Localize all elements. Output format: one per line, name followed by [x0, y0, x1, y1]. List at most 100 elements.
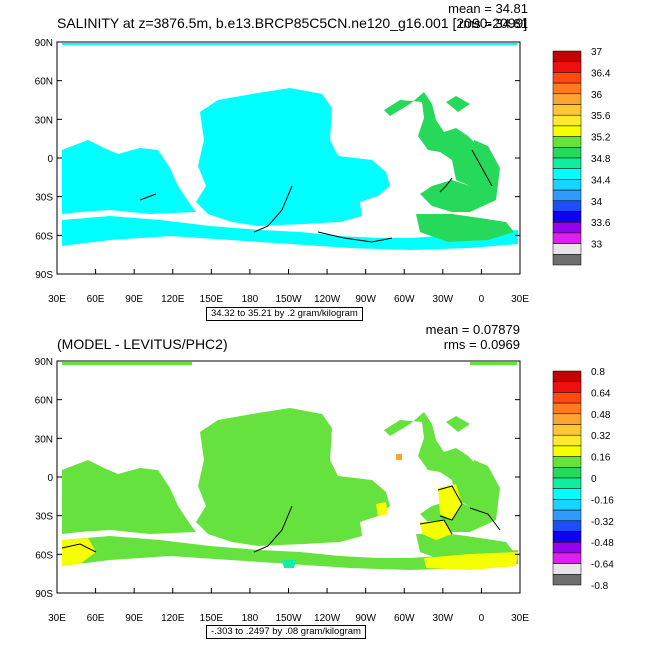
- panel-1-x-tick-label: 30E: [511, 294, 529, 305]
- panel-2-x-tick-label: 180: [242, 613, 259, 624]
- panel-1-field: [62, 43, 518, 250]
- panel-1-x-tick-label: 120W: [314, 294, 341, 305]
- panel-1-colorbar-label: 33.6: [591, 218, 611, 229]
- panel-1-colorbar-label: 34.4: [591, 175, 611, 186]
- panel-1-y-tick-label: 60S: [35, 231, 53, 242]
- panel-1-colorbar-label: 36: [591, 90, 603, 101]
- panel-1-colorbar-box: [552, 125, 582, 137]
- panel-2-colorbar-box: [552, 499, 582, 511]
- panel-1-colorbar-box: [552, 93, 582, 105]
- panel-2-x-tick-label: 120E: [161, 613, 185, 624]
- panel-2-colorbar-box: [552, 531, 582, 543]
- panel-1-colorbar-box: [552, 168, 582, 180]
- panel-2-x-tick-label: 90E: [125, 613, 143, 624]
- panel-1-x-tick-label: 90W: [355, 294, 376, 305]
- panel-2-x-tick-label: 60E: [87, 613, 105, 624]
- panel-1-colorbar-box: [552, 179, 582, 191]
- panel-2-x-tick-label: 60W: [394, 613, 415, 624]
- panel-1-colorbar-box: [552, 82, 582, 95]
- panel-1-colorbar-box: [552, 72, 582, 84]
- panel-2-colorbar-label: 0.8: [591, 367, 605, 378]
- panel-1-colorbar-box: [552, 104, 582, 116]
- panel-2-colorbar-box: [552, 509, 582, 522]
- panel-1-colorbar-box: [552, 254, 582, 266]
- panel-1-colorbar-box: [552, 147, 582, 159]
- panel-2-x-tick-label: 30E: [511, 613, 529, 624]
- panel-1-y-tick-label: 60N: [35, 77, 53, 88]
- panel-2-field: [61, 362, 518, 570]
- panel-1-x-tick-label: 30W: [433, 294, 454, 305]
- panel-2-colorbar-label: -0.32: [591, 517, 614, 528]
- panel-2-colorbar-box: [552, 381, 582, 393]
- panel-2-colorbar-box: [552, 424, 582, 436]
- panel-2-colorbar-box: [552, 392, 582, 404]
- panel-1-colorbar-box: [552, 50, 582, 62]
- panel-2-colorbar-label: 0.16: [591, 453, 611, 464]
- panel-2-x-tick-label: 150W: [275, 613, 302, 624]
- panel-2-colorbar-box: [552, 563, 582, 575]
- panel-1-colorbar-box: [552, 189, 582, 202]
- panel-1-x-tick-label: 120E: [161, 294, 185, 305]
- panel-2-colorbar-label: 0.64: [591, 388, 611, 399]
- panel-2-colorbar-box: [552, 488, 582, 500]
- panel-2-y-tick-label: 30N: [35, 434, 53, 445]
- panel-2-colorbar-box: [552, 520, 582, 532]
- panel-2-colorbar-box: [552, 434, 582, 447]
- panel-1-colorbar-box: [552, 157, 582, 169]
- panel-1-x-tick-label: 30E: [48, 294, 66, 305]
- panel-1-colorbar-box: [552, 232, 582, 244]
- panel-1-colorbar-box: [552, 221, 582, 234]
- panel-2-y-tick-label: 30S: [35, 512, 53, 523]
- panel-2-x-tick-label: 30W: [433, 613, 454, 624]
- panel-2-colorbar-box: [552, 574, 582, 586]
- panel-1-y-tick-label: 30N: [35, 115, 53, 126]
- panel-1-colorbar-label: 36.4: [591, 68, 611, 79]
- panel-1-rms: rms = 34.81: [458, 16, 528, 31]
- panel-2-title: (MODEL - LEVITUS/PHC2): [57, 336, 228, 352]
- panel-1-x-tick-label: 90E: [125, 294, 143, 305]
- panel-2-y-tick-label: 0: [47, 473, 53, 484]
- panel-2-x-tick-label: 150E: [200, 613, 224, 624]
- panel-1-mean: mean = 34.81: [448, 1, 528, 16]
- panel-1-x-tick-label: 60E: [87, 294, 105, 305]
- panel-1-colorbar-label: 35.2: [591, 133, 611, 144]
- panel-2-colorbar-label: -0.64: [591, 560, 614, 571]
- panel-2-colorbar-label: -0.8: [591, 581, 609, 592]
- panel-1-title: SALINITY at z=3876.5m, b.e13.BRCP85C5CN.…: [57, 15, 528, 31]
- panel-2-colorbar-box: [552, 370, 582, 382]
- panel-2-mean: mean = 0.07879: [425, 322, 520, 337]
- panel-1-contour-info: 34.32 to 35.21 by .2 gram/kilogram: [206, 307, 363, 321]
- panel-2-colorbar-label: 0.32: [591, 431, 611, 442]
- panel-1-y-tick-label: 30S: [35, 193, 53, 204]
- panel-1-x-tick-label: 0: [479, 294, 485, 305]
- panel-2-y-tick-label: 60N: [35, 396, 53, 407]
- panel-1-y-tick-label: 90N: [35, 38, 53, 49]
- panel-2-x-tick-label: 0: [479, 613, 485, 624]
- panel-1-colorbar-label: 34.8: [591, 154, 611, 165]
- panel-2-x-tick-label: 90W: [355, 613, 376, 624]
- panel-2-x-tick-label: 30E: [48, 613, 66, 624]
- panel-1-colorbar-box: [552, 114, 582, 127]
- panel-2-colorbar-box: [552, 467, 582, 479]
- panel-1-colorbar-label: 33: [591, 240, 603, 251]
- panel-2-colorbar-label: -0.16: [591, 495, 614, 506]
- panel-2-contour-info: -.303 to .2497 by .08 gram/kilogram: [206, 625, 366, 639]
- panel-1-x-tick-label: 60W: [394, 294, 415, 305]
- panel-2-colorbar-label: -0.48: [591, 538, 614, 549]
- panel-2-colorbar-box: [552, 541, 582, 554]
- panel-1-colorbar-box: [552, 61, 582, 73]
- panel-1-colorbar-box: [552, 136, 582, 148]
- panel-2-colorbar-box: [552, 456, 582, 468]
- panel-1-colorbar-label: 37: [591, 47, 603, 58]
- panel-2-y-tick-label: 90S: [35, 589, 53, 600]
- panel-1-colorbar-box: [552, 243, 582, 255]
- panel-1-x-tick-label: 150E: [200, 294, 224, 305]
- panel-1-x-tick-label: 180: [242, 294, 259, 305]
- panel-1-y-tick-label: 0: [47, 154, 53, 165]
- panel-1-colorbar-label: 34: [591, 197, 603, 208]
- panel-1-x-tick-label: 150W: [275, 294, 302, 305]
- panel-1-colorbar-box: [552, 211, 582, 223]
- panel-2-colorbar-box: [552, 552, 582, 564]
- panel-2-colorbar-box: [552, 445, 582, 457]
